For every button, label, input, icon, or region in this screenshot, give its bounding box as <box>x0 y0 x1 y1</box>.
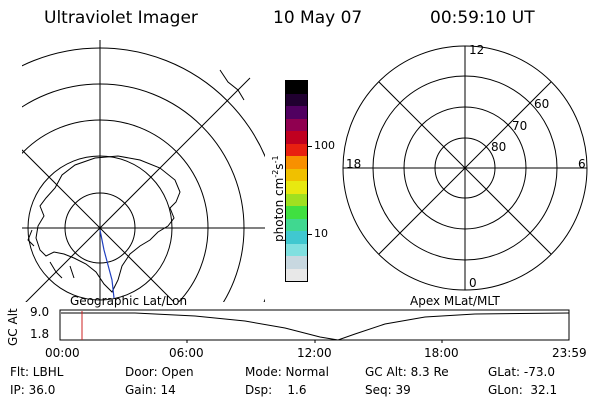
colorbar-segment <box>286 118 307 131</box>
info-seq: Seq: 39 <box>365 383 411 397</box>
mlt-label-6: 6 <box>578 157 586 171</box>
alt-xtick-0600: 06:00 <box>169 346 204 360</box>
alt-xtick-2359: 23:59 <box>552 346 587 360</box>
info-gc-alt: GC Alt: 8.3 Re <box>365 365 449 379</box>
colorbar-unit-label: photon cm-2s-1 <box>271 155 286 242</box>
apex-polar-plot <box>342 45 588 291</box>
river-line <box>99 229 115 299</box>
altitude-timeline <box>59 309 570 343</box>
alt-xtick-1800: 18:00 <box>424 346 459 360</box>
colorbar-segment <box>286 106 307 119</box>
geographic-map <box>22 40 265 302</box>
mlt-label-18: 18 <box>346 157 362 171</box>
colorbar-segment <box>286 193 307 206</box>
mlt-label-0: 0 <box>469 276 477 290</box>
info-mode: Mode: Normal <box>245 365 329 379</box>
alt-ytick-9: 9.0 <box>30 305 50 319</box>
info-glat: GLat: -73.0 <box>488 365 555 379</box>
info-door: Door: Open <box>125 365 194 379</box>
colorbar-segment <box>286 181 307 194</box>
colorbar <box>285 80 308 282</box>
colorbar-tick-label-100: 100 <box>314 139 335 152</box>
colorbar-segment <box>286 131 307 144</box>
mlat-label-60: 60 <box>534 97 550 111</box>
colorbar-segment <box>286 243 307 256</box>
colorbar-segment <box>286 218 307 231</box>
mlt-label-12: 12 <box>469 43 485 57</box>
info-filter: Flt: LBHL <box>10 365 64 379</box>
colorbar-segment <box>286 231 307 244</box>
altitude-curve <box>61 312 570 341</box>
info-glon: GLon: 32.1 <box>488 383 558 397</box>
meridian-diagonal-2 <box>25 77 251 302</box>
app-title: Ultraviolet Imager <box>44 8 198 28</box>
colorbar-segment <box>286 256 307 269</box>
colorbar-tick-label-10: 10 <box>314 227 328 240</box>
colorbar-segment <box>286 206 307 219</box>
meridian-diagonal-1 <box>22 149 175 302</box>
info-gain: Gain: 14 <box>125 383 176 397</box>
apex-panel-label: Apex MLat/MLT <box>410 294 500 308</box>
mlt-diagonal-2 <box>378 81 552 255</box>
alt-plot-ylabel: GC Alt <box>6 308 20 346</box>
header-time: 00:59:10 UT <box>430 8 535 28</box>
colorbar-segment <box>286 268 307 281</box>
alt-xtick-0000: 00:00 <box>45 346 80 360</box>
colorbar-segment <box>286 156 307 169</box>
mlat-label-70: 70 <box>512 119 528 133</box>
colorbar-segment <box>286 143 307 156</box>
lat-ring-5 <box>22 47 265 302</box>
colorbar-tick-100 <box>307 146 312 147</box>
colorbar-segment <box>286 81 307 94</box>
coastline <box>35 155 181 293</box>
lat-ring-3 <box>22 119 209 302</box>
header-date: 10 May 07 <box>273 8 363 28</box>
coastline-2 <box>27 69 245 279</box>
alt-xtick-1200: 12:00 <box>297 346 332 360</box>
colorbar-segment <box>286 93 307 106</box>
alt-ytick-1-8: 1.8 <box>30 327 50 341</box>
info-ip: IP: 36.0 <box>10 383 56 397</box>
info-dsp: Dsp: 1.6 <box>245 383 307 397</box>
geo-panel-label: Geographic Lat/Lon <box>70 294 188 308</box>
colorbar-tick-10 <box>307 234 312 235</box>
colorbar-segment <box>286 168 307 181</box>
mlat-label-80: 80 <box>491 140 507 154</box>
